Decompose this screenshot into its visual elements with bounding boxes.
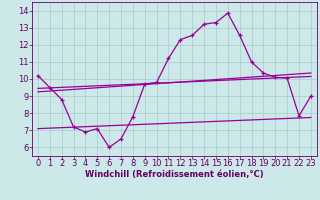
X-axis label: Windchill (Refroidissement éolien,°C): Windchill (Refroidissement éolien,°C) [85, 170, 264, 179]
